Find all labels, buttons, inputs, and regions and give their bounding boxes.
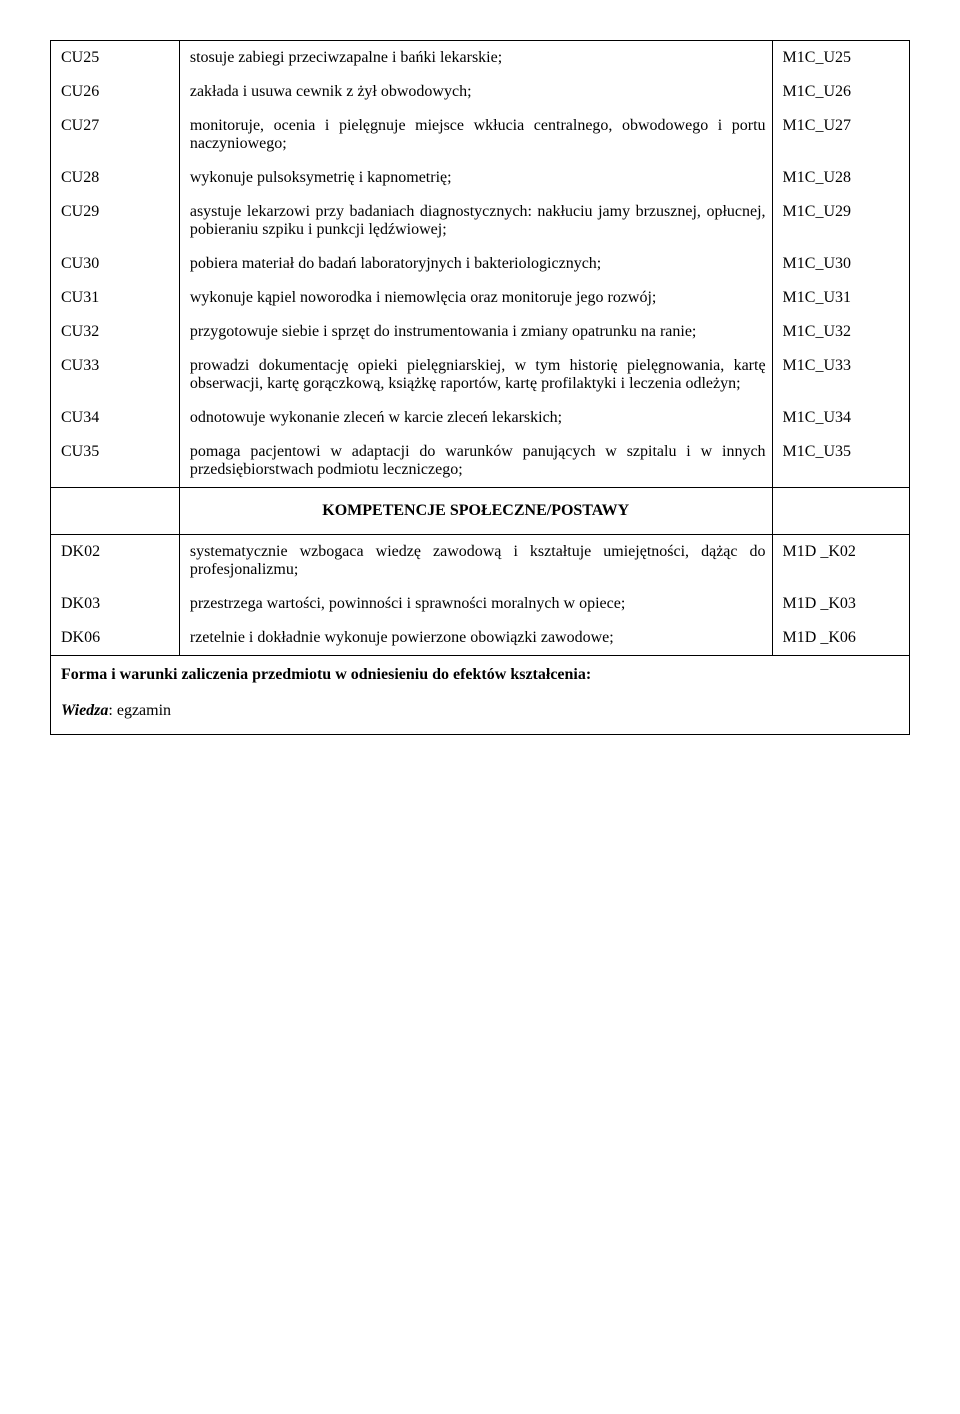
outcome-reference: M1C_U30 — [772, 247, 909, 281]
outcome-description: wykonuje kąpiel noworodka i niemowlęcia … — [179, 281, 772, 315]
outcome-description: monitoruje, ocenia i pielęgnuje miejsce … — [179, 109, 772, 161]
outcome-code: CU28 — [51, 161, 180, 195]
outcome-code: CU30 — [51, 247, 180, 281]
empty-cell — [772, 488, 909, 535]
outcome-code: CU35 — [51, 435, 180, 488]
footer-line2: Wiedza: egzamin — [61, 702, 899, 720]
outcome-description: odnotowuje wykonanie zleceń w karcie zle… — [179, 401, 772, 435]
outcome-code: CU25 — [51, 41, 180, 76]
outcome-description: przestrzega wartości, powinności i spraw… — [179, 587, 772, 621]
outcome-code: DK02 — [51, 535, 180, 588]
outcome-description: rzetelnie i dokładnie wykonuje powierzon… — [179, 621, 772, 656]
outcome-description: pobiera materiał do badań laboratoryjnyc… — [179, 247, 772, 281]
outcome-description: wykonuje pulsoksymetrię i kapnometrię; — [179, 161, 772, 195]
outcome-reference: M1C_U31 — [772, 281, 909, 315]
outcome-code: CU27 — [51, 109, 180, 161]
footer-cell: Forma i warunki zaliczenia przedmiotu w … — [51, 656, 910, 735]
section-title: KOMPETENCJE SPOŁECZNE/POSTAWY — [179, 488, 772, 535]
outcome-description: zakłada i usuwa cewnik z żył obwodowych; — [179, 75, 772, 109]
outcome-description: prowadzi dokumentację opieki pielęgniars… — [179, 349, 772, 401]
footer-line2-rest: : egzamin — [108, 702, 171, 719]
outcome-description: asystuje lekarzowi przy badaniach diagno… — [179, 195, 772, 247]
outcomes-table: CU25stosuje zabiegi przeciwzapalne i bań… — [50, 40, 910, 735]
outcome-description: systematycznie wzbogaca wiedzę zawodową … — [179, 535, 772, 588]
outcome-code: DK03 — [51, 587, 180, 621]
outcome-code: CU34 — [51, 401, 180, 435]
footer-line2-italic: Wiedza — [61, 702, 108, 719]
outcome-reference: M1D _K06 — [772, 621, 909, 656]
outcome-code: DK06 — [51, 621, 180, 656]
outcome-description: przygotowuje siebie i sprzęt do instrume… — [179, 315, 772, 349]
outcome-reference: M1C_U33 — [772, 349, 909, 401]
outcome-reference: M1C_U27 — [772, 109, 909, 161]
outcome-reference: M1C_U25 — [772, 41, 909, 76]
outcome-reference: M1C_U29 — [772, 195, 909, 247]
footer-line1: Forma i warunki zaliczenia przedmiotu w … — [61, 666, 899, 684]
empty-cell — [51, 488, 180, 535]
outcome-code: CU26 — [51, 75, 180, 109]
outcome-reference: M1C_U28 — [772, 161, 909, 195]
outcome-reference: M1C_U35 — [772, 435, 909, 488]
outcome-reference: M1D _K03 — [772, 587, 909, 621]
outcome-reference: M1D _K02 — [772, 535, 909, 588]
outcome-description: pomaga pacjentowi w adaptacji do warunkó… — [179, 435, 772, 488]
outcome-code: CU32 — [51, 315, 180, 349]
outcome-description: stosuje zabiegi przeciwzapalne i bańki l… — [179, 41, 772, 76]
outcome-reference: M1C_U34 — [772, 401, 909, 435]
outcome-reference: M1C_U32 — [772, 315, 909, 349]
outcome-code: CU33 — [51, 349, 180, 401]
outcome-code: CU31 — [51, 281, 180, 315]
outcome-code: CU29 — [51, 195, 180, 247]
outcome-reference: M1C_U26 — [772, 75, 909, 109]
